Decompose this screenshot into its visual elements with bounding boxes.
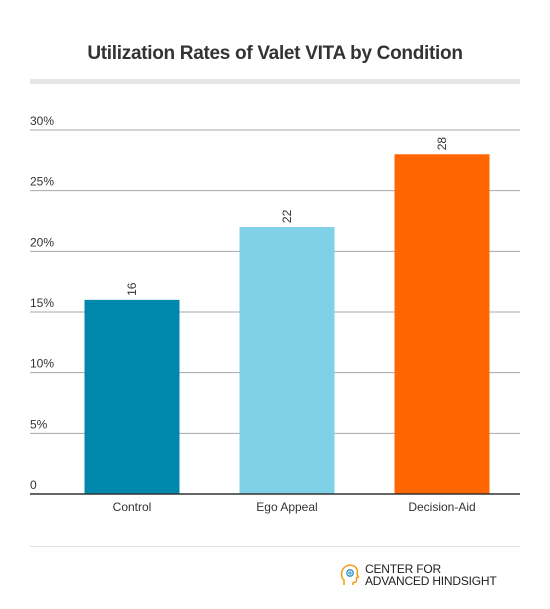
brand-logo: CENTER FOR ADVANCED HINDSIGHT	[340, 563, 497, 587]
brand-name: CENTER FOR ADVANCED HINDSIGHT	[365, 563, 497, 587]
y-axis-ticks: 0 5% 10% 15% 20% 25% 30%	[30, 114, 54, 492]
y-tick-label: 30%	[30, 114, 54, 128]
x-axis-labels: Control Ego Appeal Decision-Aid	[113, 500, 476, 514]
y-tick-label: 0	[30, 478, 37, 492]
y-tick-label: 15%	[30, 296, 54, 310]
value-labels: 16 22 28	[125, 137, 449, 296]
x-tick-label: Ego Appeal	[256, 500, 317, 514]
y-tick-label: 5%	[30, 417, 48, 431]
bar-value-label: 16	[125, 282, 139, 296]
title-divider	[30, 79, 520, 84]
bar-value-label: 28	[435, 137, 449, 151]
brand-line-2: ADVANCED HINDSIGHT	[365, 574, 497, 588]
bar-chart: 0 5% 10% 15% 20% 25% 30% 16 22 28 Control Ego App…	[30, 114, 520, 514]
brand-line-1: CENTER FOR	[365, 562, 442, 576]
head-silhouette-icon	[340, 564, 360, 585]
bar	[394, 154, 490, 494]
y-tick-label: 25%	[30, 175, 54, 189]
bars	[84, 154, 490, 495]
bar-value-label: 22	[280, 209, 294, 223]
x-tick-label: Control	[113, 500, 152, 514]
footer-divider	[30, 546, 520, 547]
bar	[239, 227, 335, 495]
y-tick-label: 20%	[30, 235, 54, 249]
x-tick-label: Decision-Aid	[408, 500, 475, 514]
y-tick-label: 10%	[30, 357, 54, 371]
chart-title: Utilization Rates of Valet VITA by Condi…	[87, 43, 463, 64]
bar	[84, 299, 180, 494]
